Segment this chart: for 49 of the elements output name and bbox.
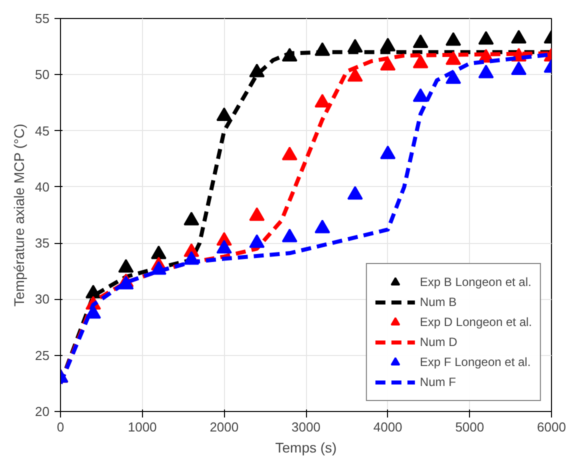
x-tick-label: 6000 (537, 420, 566, 434)
x-tick-label: 4000 (373, 420, 402, 434)
x-tick-label: 5000 (455, 420, 484, 434)
point (282, 228, 298, 242)
point (216, 107, 232, 121)
point (118, 258, 134, 273)
x-tick-label: 1000 (128, 420, 157, 434)
x-axis-title: Temps (s) (275, 440, 337, 456)
y-tick-label: 30 (35, 292, 50, 307)
point (314, 94, 330, 108)
point (511, 61, 527, 75)
y-tick-label: 40 (35, 179, 50, 194)
point (478, 64, 494, 78)
x-tick-label: 2000 (210, 420, 239, 434)
point (478, 31, 494, 45)
point (412, 34, 428, 48)
y-tick-label: 35 (35, 236, 50, 251)
y-tick-label: 55 (35, 11, 50, 26)
legend-label: Exp F Longeon et al. (420, 355, 531, 369)
point (216, 240, 232, 254)
point (282, 146, 298, 160)
point (249, 207, 265, 221)
point (249, 234, 265, 248)
point (511, 30, 527, 44)
point (446, 70, 462, 84)
legend-label: Num F (420, 375, 456, 389)
legend-label: Num B (420, 295, 457, 309)
point (412, 54, 428, 68)
legend-label: Exp D Longeon et al. (420, 315, 532, 329)
point (412, 88, 428, 102)
legend-label: Exp B Longeon et al. (420, 275, 532, 289)
x-tick-label: 0 (56, 420, 64, 434)
y-tick-label: 50 (35, 67, 50, 82)
point (314, 220, 330, 234)
y-tick-label: 25 (35, 348, 50, 363)
point (150, 245, 166, 260)
point (446, 51, 462, 65)
point (380, 146, 396, 160)
point (380, 38, 396, 52)
legend-label: Num D (420, 335, 458, 349)
point (347, 68, 363, 82)
y-tick-label: 45 (35, 123, 50, 138)
x-tick-label: 3000 (292, 420, 320, 434)
point (184, 212, 200, 226)
point (380, 56, 396, 70)
y-axis-title: Température axiale MCP (°C) (11, 124, 28, 306)
point (347, 186, 363, 200)
point (446, 32, 462, 46)
y-tick-label: 20 (35, 404, 50, 419)
